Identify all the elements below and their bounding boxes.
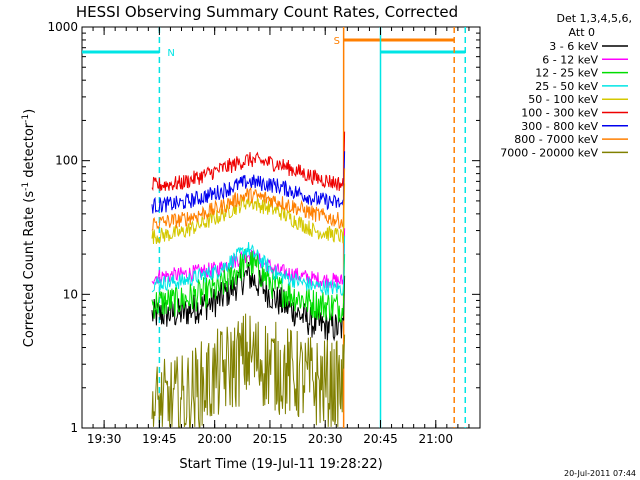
series-line [151,313,346,428]
flag-label: N [167,48,174,59]
x-tick-label: 20:30 [308,432,343,446]
series-line [151,131,346,192]
flag-bars: NS [82,36,466,59]
x-tick-label: 19:30 [87,432,122,446]
x-tick-label: 20:00 [197,432,232,446]
legend-header-1: Det 1,3,4,5,6, [556,12,632,25]
x-axis-label: Start Time (19-Jul-11 19:28:22) [179,457,382,472]
legend-label: 25 - 50 keV [535,80,598,93]
series-line [151,235,346,296]
y-tick-label: 1 [70,421,78,435]
x-tick-label: 21:00 [418,432,453,446]
legend-label: 50 - 100 keV [528,93,598,106]
legend-header-2: Att 0 [569,26,595,39]
x-tick-label: 20:15 [253,432,288,446]
chart-title: HESSI Observing Summary Count Rates, Cor… [76,3,458,21]
legend-label: 100 - 300 keV [521,107,598,120]
series-line [151,249,346,323]
legend-label: 6 - 12 keV [542,53,598,66]
series-line [151,151,346,214]
series-group [151,131,346,428]
flag-label: S [334,36,340,47]
x-tick-label: 20:45 [363,432,398,446]
x-tick-label: 19:45 [142,432,177,446]
timestamp: 20-Jul-2011 07:44 [564,469,636,478]
series-line [151,228,346,289]
legend-label: 3 - 6 keV [549,40,598,53]
y-tick-label: 10 [63,287,78,301]
series-line [151,168,346,231]
legend-label: 12 - 25 keV [535,67,598,80]
legend-label: 300 - 800 keV [521,120,598,133]
legend-label: 7000 - 20000 keV [500,146,598,159]
y-axis-label: Corrected Count Rate (s-1 detector-1) [21,109,37,347]
axes: 19:30 19:45 20:00 20:15 20:30 20:45 21:00 1 10 10… [47,20,481,446]
series-line [151,261,346,342]
legend-label: 800 - 7000 keV [514,133,598,146]
y-tick-label: 100 [55,154,78,168]
y-tick-label: 1000 [47,20,78,34]
